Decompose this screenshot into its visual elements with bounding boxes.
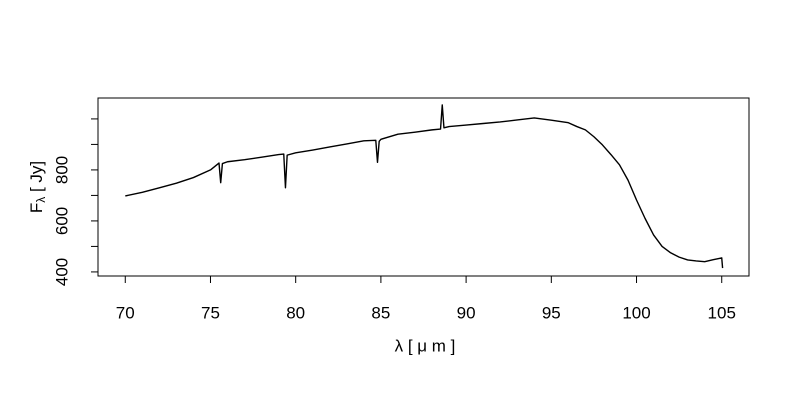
x-tick-label: 100 — [622, 303, 650, 322]
y-label-unit: [ Jy] — [27, 161, 46, 197]
x-tick-label: 70 — [116, 303, 135, 322]
plot-frame — [97, 97, 750, 277]
y-tick-label: 800 — [52, 156, 71, 184]
spectrum-line — [125, 104, 724, 269]
y-label-sub: λ — [34, 197, 48, 203]
x-axis-label: λ [ μ m ] — [395, 336, 456, 355]
x-tick-label: 80 — [286, 303, 305, 322]
x-tick-label: 95 — [542, 303, 561, 322]
x-tick-label: 75 — [201, 303, 220, 322]
x-tick-label: 85 — [371, 303, 390, 322]
y-tick-label: 400 — [52, 258, 71, 286]
y-label-main: F — [27, 203, 46, 213]
x-tick-label: 105 — [708, 303, 736, 322]
y-tick-label: 600 — [52, 207, 71, 235]
y-axis-label: Fλ [ Jy] — [27, 161, 48, 213]
x-tick-label: 90 — [457, 303, 476, 322]
